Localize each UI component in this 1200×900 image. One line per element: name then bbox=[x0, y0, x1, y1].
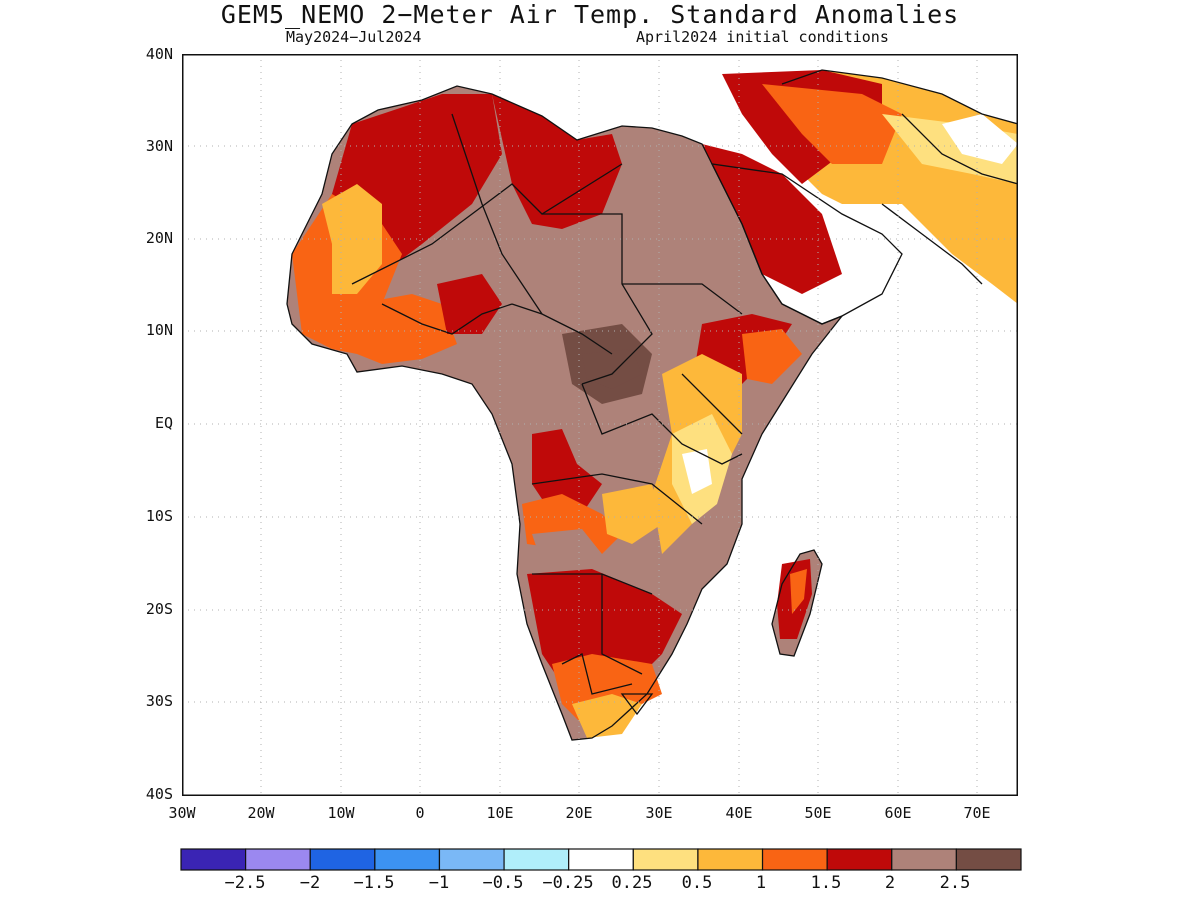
colorbar-boxes bbox=[180, 848, 1022, 871]
lon-label-20w: 20W bbox=[247, 804, 275, 822]
lon-label-30w: 30W bbox=[168, 804, 196, 822]
colorbar-box bbox=[761, 848, 828, 871]
lon-label-40e: 40E bbox=[725, 804, 753, 822]
lon-label-10w: 10W bbox=[327, 804, 355, 822]
country-borders bbox=[286, 69, 1018, 741]
colorbar-label-8: 1 bbox=[755, 873, 767, 893]
lon-label-30e: 30E bbox=[645, 804, 673, 822]
lon-label-70e: 70E bbox=[963, 804, 991, 822]
lon-label-10e: 10E bbox=[486, 804, 514, 822]
initial-conditions: April2024 initial conditions bbox=[636, 28, 889, 46]
colorbar-label-0: −2.5 bbox=[224, 873, 266, 893]
colorbar-box bbox=[568, 848, 634, 871]
colorbar-label-2: −1.5 bbox=[353, 873, 395, 893]
map-title: GEM5_NEMO 2−Meter Air Temp. Standard Ano… bbox=[220, 0, 960, 29]
colorbar-box bbox=[632, 848, 699, 871]
lat-lon-grid bbox=[182, 54, 1018, 796]
colorbar-label-11: 2.5 bbox=[939, 873, 971, 893]
map-frame bbox=[182, 54, 1018, 796]
lat-label-20n: 20N bbox=[145, 229, 173, 247]
lat-label-30n: 30N bbox=[145, 137, 173, 155]
lon-label-0: 0 bbox=[415, 804, 425, 822]
colorbar-label-4: −0.5 bbox=[482, 873, 524, 893]
colorbar-box bbox=[955, 848, 1022, 871]
anomaly-map bbox=[182, 54, 1018, 796]
colorbar-box bbox=[180, 848, 247, 871]
colorbar-box bbox=[438, 848, 505, 871]
lat-label-40n: 40N bbox=[145, 45, 173, 63]
forecast-period: May2024−Jul2024 bbox=[286, 28, 422, 46]
colorbar-box bbox=[891, 848, 957, 871]
colorbar-box bbox=[374, 848, 441, 871]
colorbar-box bbox=[826, 848, 893, 871]
colorbar-box bbox=[503, 848, 570, 871]
colorbar-label-5: −0.25 bbox=[542, 873, 594, 893]
lat-label-40s: 40S bbox=[145, 785, 173, 803]
colorbar-label-10: 2 bbox=[884, 873, 896, 893]
colorbar-label-9: 1.5 bbox=[810, 873, 842, 893]
colorbar-label-6: 0.25 bbox=[611, 873, 653, 893]
colorbar-label-7: 0.5 bbox=[681, 873, 713, 893]
colorbar-label-1: −2 bbox=[299, 873, 321, 893]
lat-label-30s: 30S bbox=[145, 692, 173, 710]
lat-label-20s: 20S bbox=[145, 600, 173, 618]
lon-label-20e: 20E bbox=[565, 804, 593, 822]
colorbar-box bbox=[697, 848, 764, 871]
lat-label-10n: 10N bbox=[145, 321, 173, 339]
colorbar-box bbox=[309, 848, 376, 871]
lat-label-eq: EQ bbox=[154, 414, 173, 432]
colorbar-label-3: −1 bbox=[428, 873, 450, 893]
lon-label-60e: 60E bbox=[884, 804, 912, 822]
lon-label-50e: 50E bbox=[804, 804, 832, 822]
colorbar-box bbox=[245, 848, 311, 871]
anomaly-fields bbox=[292, 70, 1018, 738]
lat-label-10s: 10S bbox=[145, 507, 173, 525]
colorbar bbox=[180, 848, 1022, 871]
